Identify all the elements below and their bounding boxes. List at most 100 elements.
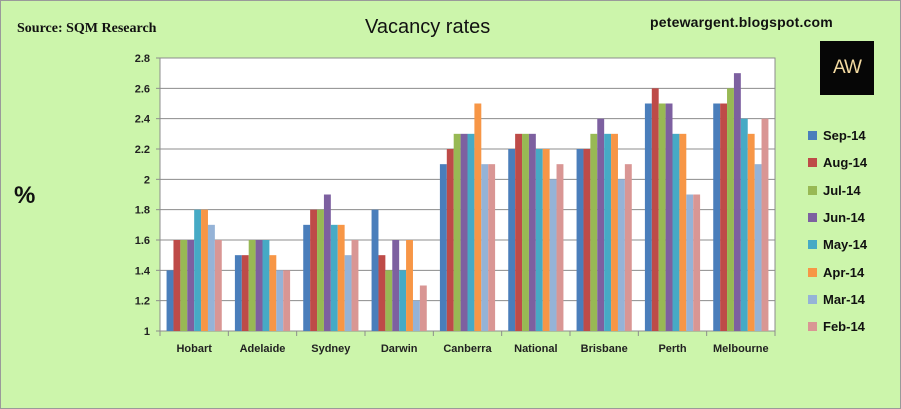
y-tick-label: 1.2 (135, 296, 150, 308)
y-tick-label: 2.8 (135, 53, 150, 65)
bar (672, 133, 680, 331)
legend-item: Mar-14 (808, 286, 867, 313)
legend-item: May-14 (808, 231, 867, 258)
legend-swatch (808, 294, 817, 304)
bar (392, 240, 400, 331)
bar (317, 209, 324, 331)
bar (679, 133, 687, 331)
bar (241, 255, 249, 331)
bar (740, 118, 748, 332)
bar (713, 103, 721, 331)
bar (453, 133, 461, 331)
bar (528, 133, 536, 331)
bar (617, 179, 625, 331)
bar (166, 270, 174, 331)
bar (214, 240, 222, 331)
bar (508, 149, 516, 331)
y-tick-label: 2.6 (135, 83, 150, 95)
bar (761, 118, 769, 332)
bar (665, 103, 673, 331)
blog-url: petewargent.blogspot.com (650, 14, 833, 30)
bar (467, 133, 475, 331)
bar (556, 164, 564, 331)
bar (378, 255, 386, 331)
y-tick-label: 1.6 (135, 235, 150, 247)
bar (412, 300, 420, 331)
bar (180, 240, 188, 331)
bar (488, 164, 496, 331)
legend-label: Sep-14 (823, 128, 866, 144)
legend-swatch (808, 322, 817, 332)
bar (515, 133, 523, 331)
bar (399, 270, 407, 331)
bar (474, 103, 482, 331)
bar (549, 179, 557, 331)
legend-swatch (808, 131, 817, 141)
x-tick-label: Hobart (176, 343, 212, 355)
bar (481, 164, 489, 331)
bar (590, 133, 598, 331)
bar (611, 133, 618, 331)
bar (542, 149, 550, 331)
y-tick-label: 2 (144, 174, 150, 186)
bar (283, 270, 291, 331)
bar (658, 103, 666, 331)
y-tick-label: 1.8 (135, 205, 150, 217)
bar (337, 224, 345, 331)
bar (385, 270, 393, 331)
bar (207, 224, 215, 331)
bar (419, 285, 427, 331)
legend-label: Feb-14 (823, 319, 865, 335)
bar (460, 133, 468, 331)
legend-label: Aug-14 (823, 155, 868, 171)
bar (269, 255, 277, 331)
legend-label: Jul-14 (823, 182, 861, 198)
bar (323, 194, 331, 331)
legend-swatch (808, 267, 817, 277)
bar (624, 164, 632, 331)
legend-item: Sep-14 (808, 122, 867, 149)
bar (255, 240, 263, 331)
bar (720, 103, 728, 331)
bar (754, 164, 762, 331)
legend-label: Apr-14 (823, 264, 865, 280)
bar (439, 164, 447, 331)
bar (733, 73, 741, 332)
chart-title: Vacancy rates (365, 16, 491, 38)
bar (310, 209, 318, 331)
legend-item: Feb-14 (808, 313, 867, 340)
bar (576, 149, 584, 331)
legend-label: Jun-14 (823, 210, 865, 226)
bar (371, 209, 379, 331)
legend-item: Aug-14 (808, 149, 867, 176)
y-tick-label: 2.4 (135, 114, 151, 126)
legend-swatch (808, 185, 817, 195)
legend-swatch (808, 240, 817, 250)
x-tick-label: Perth (658, 343, 686, 355)
bar (686, 194, 694, 331)
bar (303, 224, 311, 331)
bar (644, 103, 652, 331)
bar (651, 88, 659, 331)
x-tick-label: Sydney (311, 343, 351, 355)
x-tick-label: Darwin (381, 343, 418, 355)
x-tick-label: Adelaide (240, 343, 286, 355)
legend-swatch (808, 213, 817, 223)
legend-label: May-14 (823, 237, 868, 253)
legend-item: Jun-14 (808, 204, 867, 231)
bar (406, 240, 413, 331)
y-tick-label: 2.2 (135, 144, 150, 156)
bar (727, 88, 734, 331)
bar (194, 209, 202, 331)
bar (262, 240, 270, 331)
bar (276, 270, 284, 331)
bar (446, 149, 454, 331)
x-tick-label: Brisbane (581, 343, 628, 355)
legend-item: Apr-14 (808, 258, 867, 285)
x-tick-label: Canberra (443, 343, 492, 355)
bar (693, 194, 701, 331)
bar (522, 133, 529, 331)
bar (535, 149, 543, 331)
bar (351, 240, 359, 331)
bar (344, 255, 352, 331)
